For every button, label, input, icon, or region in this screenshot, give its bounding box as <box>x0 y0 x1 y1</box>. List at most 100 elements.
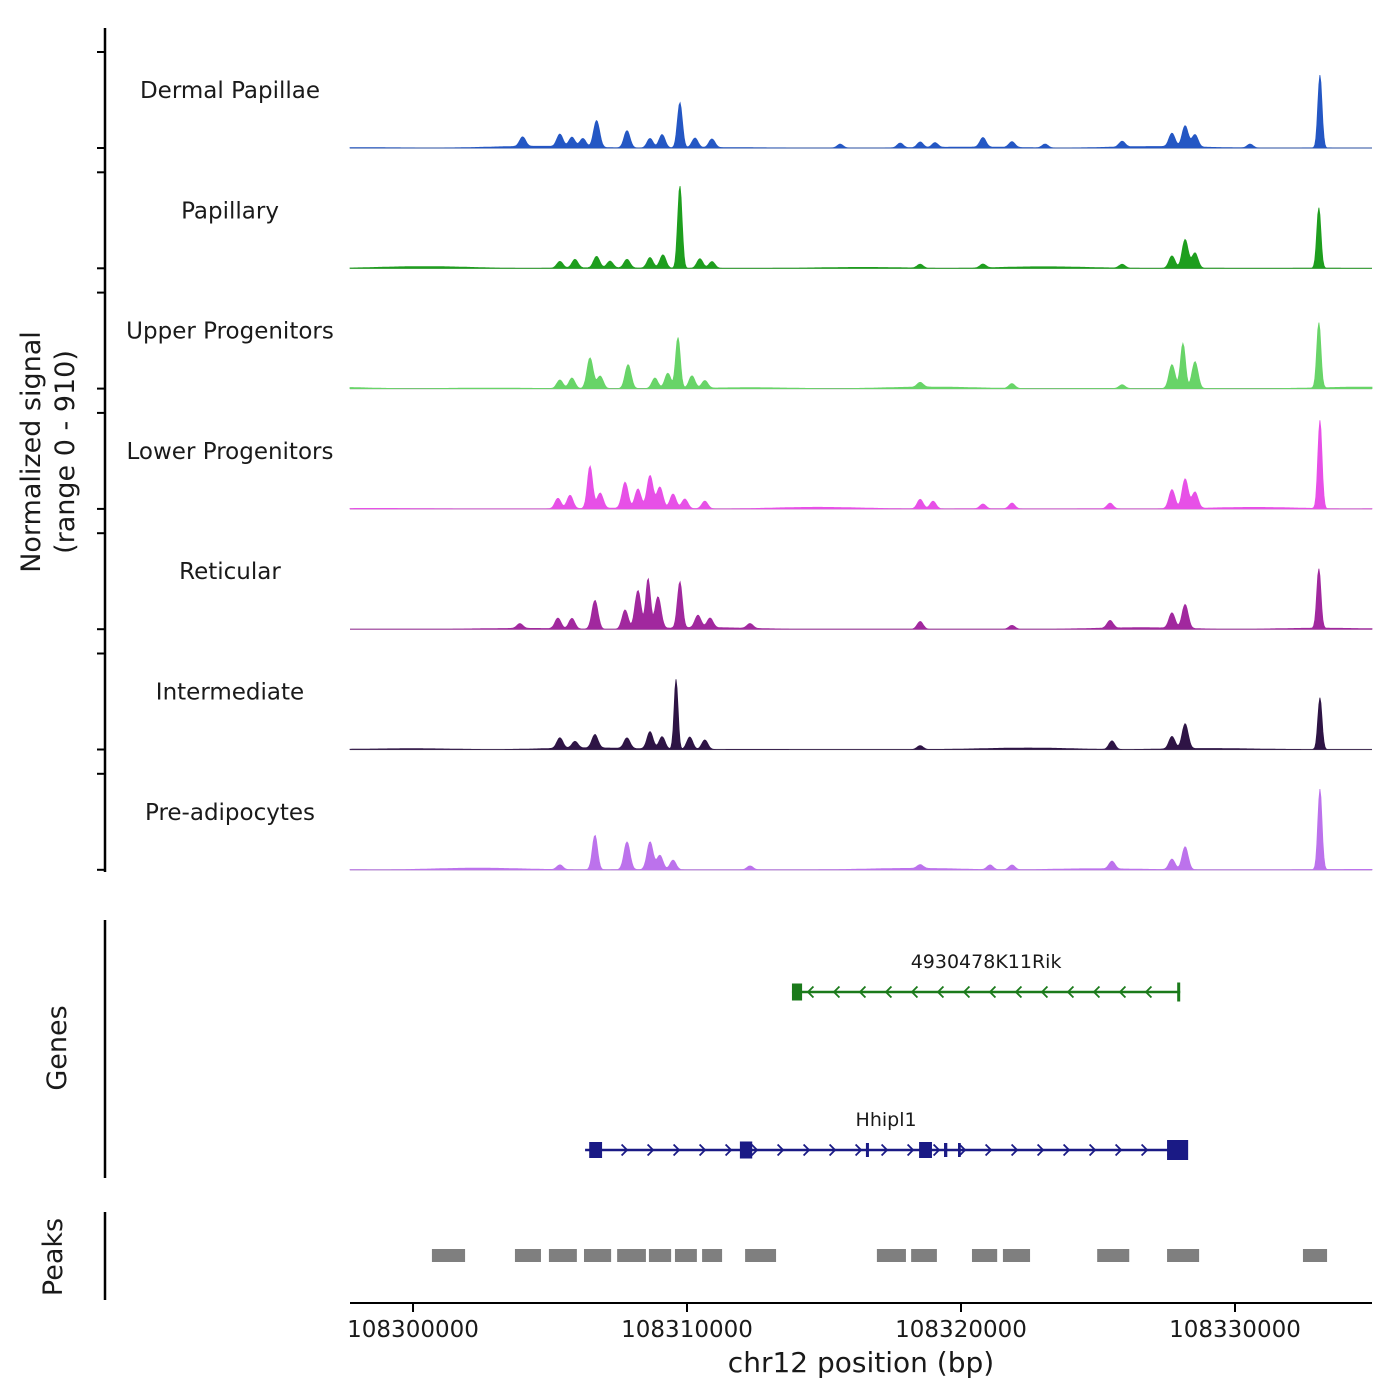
gene-exon <box>865 1143 869 1157</box>
gene-exon <box>589 1142 603 1158</box>
strand-arrow <box>646 1143 654 1151</box>
peak-region <box>876 1249 906 1262</box>
peak-region <box>674 1249 697 1262</box>
strand-arrow <box>833 991 841 999</box>
peak-region <box>548 1249 577 1262</box>
strand-arrow <box>989 985 997 993</box>
strand-arrow <box>906 1149 914 1157</box>
peak-region <box>911 1249 937 1262</box>
strand-arrow <box>984 1149 992 1157</box>
strand-arrow <box>1062 1143 1070 1151</box>
track-label-papillary: Papillary <box>181 198 279 224</box>
strand-arrow <box>963 985 971 993</box>
strand-arrow <box>880 1149 888 1157</box>
track-label-upper-progenitors: Upper Progenitors <box>126 319 334 345</box>
strand-arrow <box>802 1149 810 1157</box>
strand-arrow <box>1010 1149 1018 1157</box>
strand-arrow <box>859 985 867 993</box>
strand-arrow <box>672 1143 680 1151</box>
strand-arrow <box>911 991 919 999</box>
strand-arrow <box>620 1149 628 1157</box>
strand-arrow <box>989 991 997 999</box>
strand-arrow <box>1067 991 1075 999</box>
signal-area-papillary <box>349 186 1372 269</box>
peaks-section-label: Peaks <box>38 1218 69 1296</box>
dynamic-plot-layer: Dermal Papillae Papillary Upper Progenitor… <box>97 28 1373 1343</box>
strand-arrow <box>859 991 867 999</box>
track-label-reticular: Reticular <box>179 559 281 585</box>
strand-arrow <box>807 991 815 999</box>
gene-exon <box>1177 982 1181 1002</box>
strand-arrow <box>1119 991 1127 999</box>
strand-arrow <box>854 1149 862 1157</box>
track-label-dermal-papillae: Dermal Papillae <box>140 78 320 104</box>
gene-exon <box>791 983 803 1001</box>
strand-arrow <box>885 985 893 993</box>
peak-region <box>745 1249 777 1262</box>
strand-arrow <box>724 1143 732 1151</box>
strand-arrow <box>1010 1143 1018 1151</box>
gene-exon <box>739 1141 753 1159</box>
strand-arrow <box>906 1143 914 1151</box>
strand-arrow <box>672 1149 680 1157</box>
peak-region <box>514 1249 541 1262</box>
strand-arrow <box>937 985 945 993</box>
gene-exon <box>919 1142 932 1158</box>
track-label-pre-adipocytes: Pre-adipocytes <box>145 800 315 826</box>
peak-region <box>1302 1249 1328 1262</box>
strand-arrow <box>802 1143 810 1151</box>
peak-region <box>702 1249 723 1262</box>
strand-arrow <box>932 1149 940 1157</box>
peak-region <box>971 1249 998 1262</box>
strand-arrow <box>880 1143 888 1151</box>
strand-arrow <box>807 985 815 993</box>
strand-arrow <box>698 1143 706 1151</box>
peak-region <box>583 1249 612 1262</box>
strand-arrow <box>1062 1149 1070 1157</box>
peak-region <box>1002 1249 1031 1262</box>
strand-arrow <box>1145 985 1153 993</box>
gene-exon <box>957 1143 961 1157</box>
strand-arrow <box>1140 1143 1148 1151</box>
x-tick-label: 108300000 <box>347 1317 479 1343</box>
track-label-lower-progenitors: Lower Progenitors <box>127 439 334 465</box>
strand-arrow <box>1015 991 1023 999</box>
peak-region <box>648 1249 672 1262</box>
gene-exon <box>944 1143 948 1157</box>
strand-arrow <box>698 1149 706 1157</box>
strand-arrow <box>911 985 919 993</box>
strand-arrow <box>750 1149 758 1157</box>
signal-area-intermediate <box>349 679 1372 750</box>
strand-arrow <box>1114 1149 1122 1157</box>
x-tick-label: 108310000 <box>621 1317 753 1343</box>
x-axis-title: chr12 position (bp) <box>728 1346 994 1379</box>
strand-arrow <box>1067 985 1075 993</box>
strand-arrow <box>932 1143 940 1151</box>
signal-area-lower-progenitors <box>349 420 1373 510</box>
strand-arrow <box>724 1149 732 1157</box>
signal-area-pre-adipocytes <box>349 788 1373 871</box>
strand-arrow <box>776 1143 784 1151</box>
y-axis-title-line2: (range 0 - 910) <box>50 350 81 554</box>
strand-arrow <box>776 1149 784 1157</box>
strand-arrow <box>984 1143 992 1151</box>
gene-exon <box>1167 1140 1189 1160</box>
peak-region <box>617 1249 646 1262</box>
strand-arrow <box>833 985 841 993</box>
strand-arrow <box>1119 985 1127 993</box>
track-label-intermediate: Intermediate <box>156 680 304 706</box>
strand-arrow <box>854 1143 862 1151</box>
strand-arrow <box>1041 985 1049 993</box>
strand-arrow <box>1093 991 1101 999</box>
signal-area-reticular <box>350 568 1373 630</box>
strand-arrow <box>1093 985 1101 993</box>
signal-area-dermal-papillae <box>349 74 1372 149</box>
gene-label-4930478k11rik: 4930478K11Rik <box>911 951 1062 973</box>
strand-arrow <box>937 991 945 999</box>
y-axis-title-line1: Normalized signal <box>16 331 47 573</box>
strand-arrow <box>1041 991 1049 999</box>
x-tick-label: 108330000 <box>1169 1317 1301 1343</box>
strand-arrow <box>620 1143 628 1151</box>
